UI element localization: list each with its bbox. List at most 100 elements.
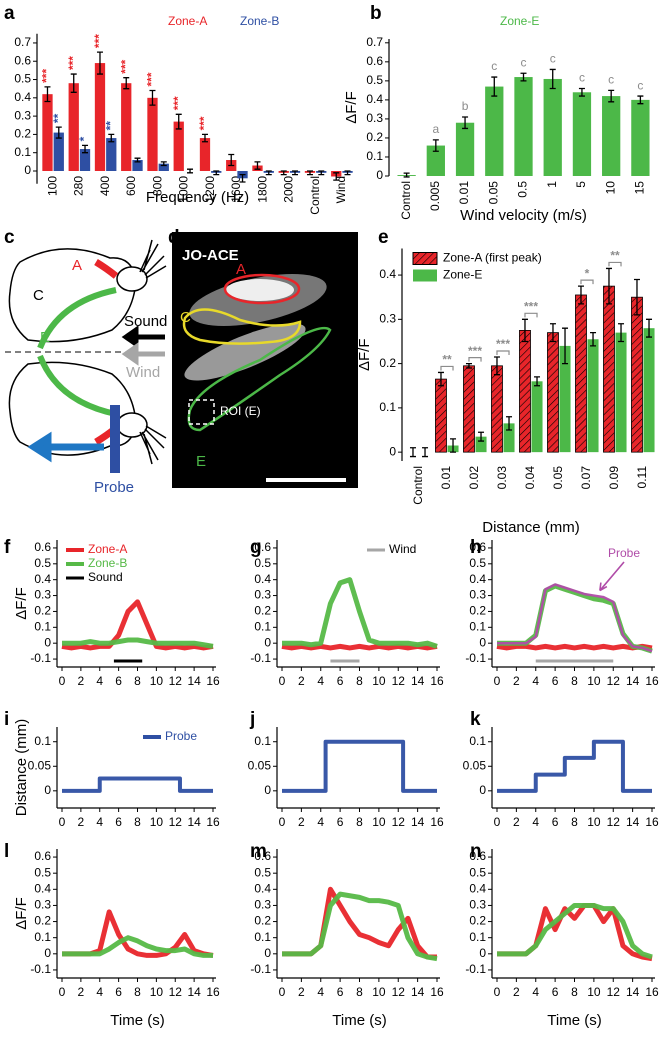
x-tick-label: 0 — [279, 674, 286, 688]
x-tick-label: 4 — [532, 985, 539, 999]
significance: *** — [40, 69, 54, 83]
y-tick-label: 0 — [479, 783, 486, 797]
y-tick-label: 0.05 — [28, 758, 52, 772]
panel-letter: j — [249, 709, 255, 730]
legend-swatch — [412, 252, 438, 265]
tissue-bright — [226, 279, 294, 301]
x-tick-label: 12 — [392, 815, 406, 829]
significance: ** — [103, 121, 117, 131]
bar — [631, 99, 650, 176]
zone-a-label: A — [72, 257, 82, 274]
comparison-label: *** — [524, 300, 538, 314]
comparison-bracket — [608, 261, 622, 267]
comparison-bracket — [580, 279, 594, 285]
comparison-bracket — [440, 365, 454, 371]
y-tick-label: 0.6 — [469, 849, 486, 863]
bar — [94, 63, 106, 171]
error-bar — [280, 170, 287, 176]
x-tick-label: 0.04 — [523, 466, 537, 490]
y-tick-label: 0.3 — [254, 588, 271, 602]
x-axis-label: Time (s) — [332, 1012, 386, 1029]
x-tick-label: 2 — [298, 674, 305, 688]
panel-letter: n — [470, 841, 482, 862]
panel-letter: m — [250, 841, 267, 862]
x-tick-label: 0 — [494, 815, 501, 829]
zone-e-label: E — [196, 453, 206, 470]
bar — [572, 92, 592, 176]
y-tick-label: -0.1 — [250, 651, 271, 665]
legend-label: Wind — [389, 542, 416, 556]
y-tick-label: 0.4 — [14, 90, 31, 104]
y-tick-label: 0.1 — [254, 930, 271, 944]
legend-label: Probe — [165, 729, 197, 743]
error-bar — [201, 133, 208, 143]
y-tick-label: -0.1 — [250, 962, 271, 976]
y-tick-label: 0.1 — [34, 930, 51, 944]
bar — [475, 436, 487, 453]
panel-letter: k — [470, 709, 481, 730]
y-tick-label: 0.05 — [463, 758, 487, 772]
error-bar — [175, 113, 182, 130]
x-tick-label: 10 — [150, 985, 164, 999]
x-tick-label: 16 — [206, 985, 220, 999]
y-tick-label: 0.05 — [248, 758, 272, 772]
y-tick-label: 0 — [264, 635, 271, 649]
x-tick-label: 0 — [279, 985, 286, 999]
significance: c — [491, 59, 497, 73]
x-tick-label: Control — [411, 466, 425, 505]
y-tick-label: -0.1 — [30, 651, 51, 665]
image-d: d JO-ACE A C E ROI (E) — [168, 227, 358, 488]
panel-letter: e — [378, 227, 389, 248]
bar — [587, 339, 599, 453]
x-tick-label: 0.02 — [467, 466, 481, 490]
x-axis-label: Frequency (Hz) — [146, 189, 249, 206]
x-tick-label: 6 — [115, 985, 122, 999]
bar — [575, 294, 587, 453]
y-tick-label: 0.2 — [34, 604, 51, 618]
bar — [531, 381, 543, 453]
brain-lower — [8, 361, 167, 465]
bar — [173, 121, 184, 171]
y-tick-label: 0.4 — [366, 92, 383, 106]
error-bar — [187, 168, 194, 174]
legend-label: Zone-B — [240, 14, 279, 28]
y-tick-label: 0.6 — [34, 540, 51, 554]
bar — [615, 332, 627, 453]
y-tick-label: 0 — [264, 946, 271, 960]
x-tick-label: 4 — [317, 815, 324, 829]
x-tick-label: 1800 — [255, 176, 269, 203]
y-tick-label: 0.5 — [34, 556, 51, 570]
x-tick-label: 0 — [279, 815, 286, 829]
series-line — [62, 637, 214, 649]
y-tick-label: 0.6 — [254, 849, 271, 863]
y-tick-label: 0.3 — [469, 898, 486, 912]
error-bar — [82, 144, 89, 154]
y-tick-label: 0.6 — [14, 53, 31, 67]
error-bar — [520, 72, 527, 82]
error-bar — [577, 285, 584, 305]
x-tick-label: 1 — [545, 181, 559, 188]
x-tick-label: 14 — [626, 985, 640, 999]
y-tick-label: 0.2 — [469, 604, 486, 618]
probe-label: Probe — [94, 479, 134, 496]
y-axis-label: ΔF/F — [13, 897, 30, 930]
bar — [158, 163, 169, 171]
significance: *** — [145, 72, 159, 86]
x-tick-label: 1200 — [203, 176, 217, 203]
error-bar — [306, 170, 313, 176]
x-tick-label: 8 — [571, 674, 578, 688]
x-tick-label: 0 — [494, 985, 501, 999]
error-bar — [403, 172, 410, 178]
series-line — [497, 739, 652, 793]
x-tick-label: 2 — [513, 674, 520, 688]
y-tick-label: -0.1 — [465, 962, 486, 976]
antenna — [139, 425, 167, 465]
wind-arrow — [121, 342, 165, 366]
legend-label: Zone-E — [500, 14, 539, 28]
x-tick-label: 12 — [169, 674, 183, 688]
error-bar — [578, 87, 585, 97]
series-line — [497, 583, 653, 653]
error-bar — [618, 323, 625, 343]
y-tick-label: 0.1 — [254, 619, 271, 633]
